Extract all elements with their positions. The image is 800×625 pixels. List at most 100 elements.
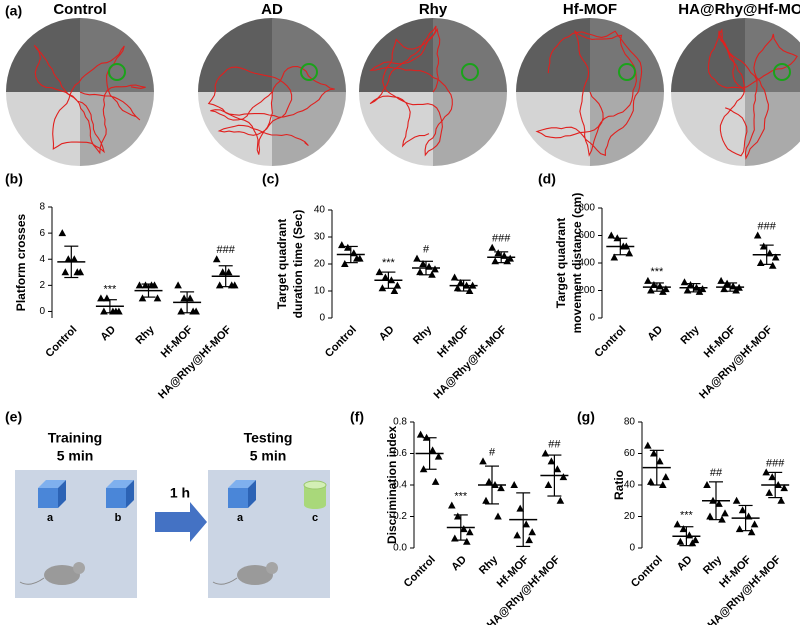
y-axis-label: Platform crosses	[14, 213, 28, 311]
training-time: 5 min	[57, 448, 94, 464]
x-tick-label: Rhy	[678, 323, 702, 347]
y-tick-label: 0.8	[393, 417, 407, 428]
data-point	[224, 268, 233, 276]
x-tick-label: Rhy	[701, 553, 725, 577]
y-tick-label: 80	[624, 417, 636, 428]
data-point	[180, 294, 188, 302]
y-axis-label: Ratio	[612, 470, 626, 500]
swim-path	[535, 30, 643, 157]
quadrant	[516, 18, 590, 92]
data-point	[656, 457, 664, 465]
y-tick-label: 400	[578, 258, 595, 269]
significance: ###	[758, 220, 777, 232]
significance: ***	[103, 283, 117, 295]
data-point	[625, 249, 634, 257]
data-point	[153, 294, 162, 302]
significance: ***	[650, 266, 664, 278]
data-point	[450, 273, 459, 281]
cube	[228, 480, 256, 508]
panel-label: (f)	[350, 409, 364, 425]
data-point	[768, 261, 777, 269]
data-point	[431, 477, 440, 485]
data-point	[456, 278, 465, 286]
panel-label: (d)	[538, 171, 556, 187]
data-point	[522, 520, 530, 528]
data-point	[141, 281, 150, 289]
data-point	[73, 268, 82, 276]
maze	[359, 18, 507, 166]
y-tick-label: 0	[39, 306, 45, 317]
y-tick-label: 20	[624, 511, 636, 522]
significance: #	[489, 446, 496, 458]
data-point	[390, 287, 399, 294]
data-point	[150, 281, 159, 289]
panel-label: (b)	[5, 171, 23, 187]
data-point	[479, 457, 487, 465]
object-label: b	[115, 512, 122, 524]
platform	[108, 63, 126, 81]
quadrant	[745, 92, 800, 166]
y-axis-label: Target quadrant	[554, 218, 568, 308]
significance: ###	[217, 244, 236, 256]
data-point	[777, 496, 785, 504]
data-point	[448, 501, 456, 509]
diagram	[15, 470, 330, 598]
y-tick-label: 40	[624, 480, 636, 491]
data-point	[721, 509, 729, 517]
y-axis-label: Discrimination index	[385, 426, 399, 544]
mouse	[19, 562, 85, 585]
quadrant	[745, 18, 800, 92]
data-point	[174, 281, 182, 289]
data-point	[375, 268, 384, 276]
y-tick-label: 200	[578, 285, 595, 296]
data-point	[662, 473, 670, 481]
data-point	[647, 477, 655, 485]
data-point	[765, 488, 773, 496]
data-point	[212, 255, 221, 263]
swim-path	[369, 25, 453, 157]
y-tick-label: 0.6	[393, 448, 407, 459]
cylinder	[303, 480, 327, 509]
y-tick-label: 10	[314, 286, 326, 297]
data-point	[353, 254, 361, 262]
data-point	[341, 260, 349, 267]
data-point	[70, 255, 79, 263]
x-tick-label: HA@Rhy@Hf-MOF	[432, 324, 510, 402]
data-point	[747, 528, 756, 536]
data-point	[186, 294, 194, 302]
x-tick-label: Control	[592, 324, 628, 360]
x-tick-label: Rhy	[477, 553, 501, 577]
y-tick-label: 0.0	[393, 543, 407, 554]
maze-title: Control	[53, 1, 106, 18]
y-tick-label: 4	[39, 254, 45, 265]
quadrant	[80, 92, 154, 166]
data-point	[528, 528, 536, 536]
quadrant	[671, 18, 745, 92]
y-tick-label: 0.2	[393, 511, 407, 522]
panel-label: (e)	[5, 409, 22, 425]
significance: ##	[710, 467, 723, 479]
x-tick-label: AD	[377, 324, 397, 344]
data-point	[732, 496, 741, 504]
x-tick-label: AD	[675, 554, 695, 574]
platform	[773, 63, 791, 81]
x-tick-label: AD	[645, 324, 665, 344]
data-point	[381, 273, 390, 281]
maze-title: Rhy	[419, 1, 448, 18]
data-point	[393, 281, 402, 289]
data-point	[673, 520, 682, 528]
data-point	[650, 281, 658, 288]
data-point	[541, 449, 550, 457]
quadrant	[433, 92, 507, 166]
data-point	[768, 473, 776, 481]
quadrant	[6, 92, 80, 166]
data-point	[715, 499, 723, 507]
maze-title: Hf-MOF	[563, 1, 617, 18]
data-point	[460, 525, 468, 533]
data-point	[215, 281, 224, 289]
x-tick-label: HA@Rhy@Hf-MOF	[156, 324, 234, 402]
maze	[671, 18, 800, 166]
data-point	[759, 242, 768, 250]
data-point	[338, 241, 346, 249]
